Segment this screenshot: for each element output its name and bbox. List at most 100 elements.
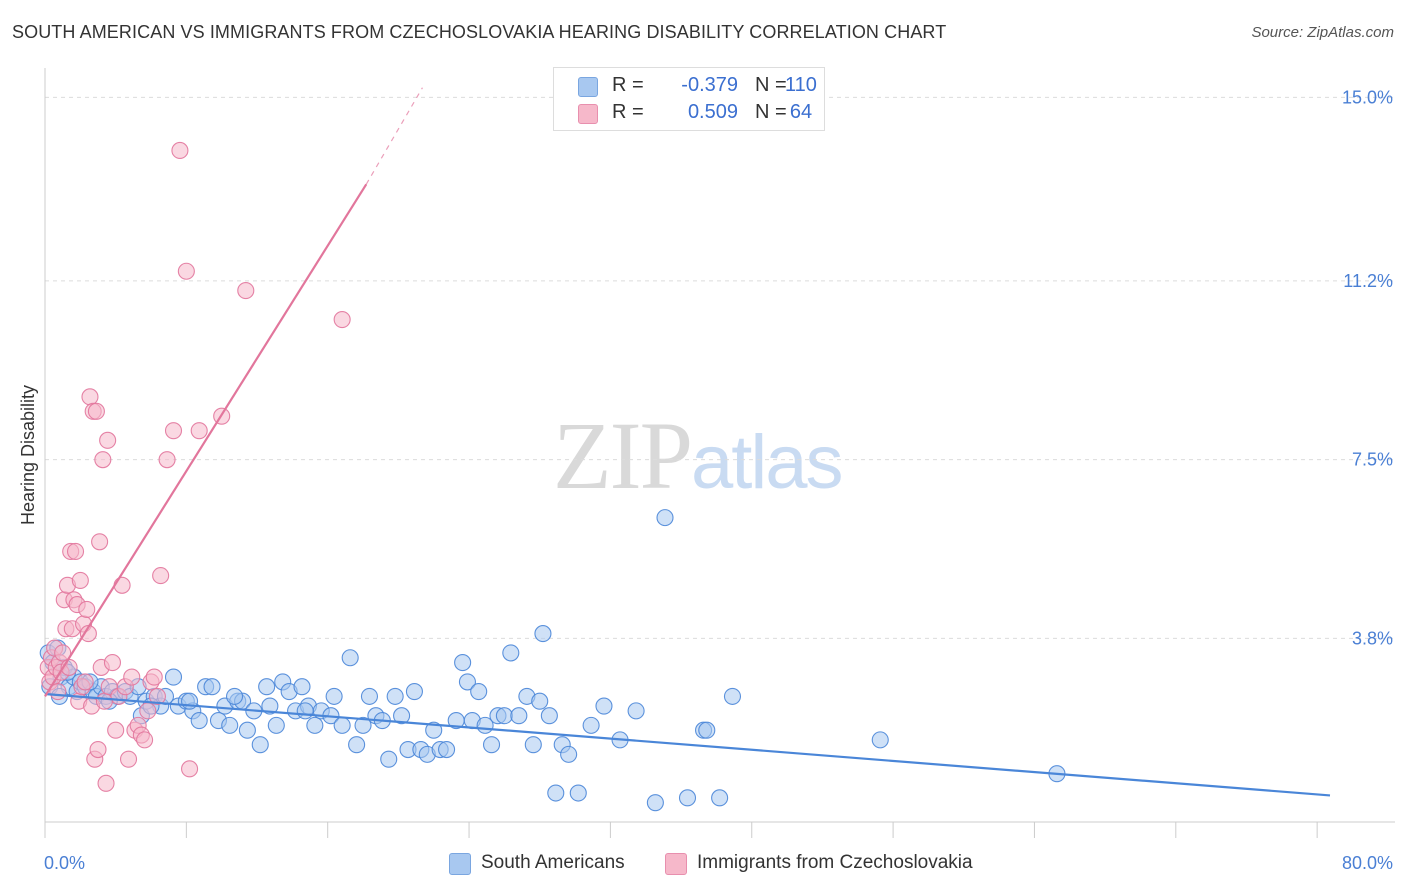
point-south-americans: [348, 736, 366, 754]
legend-n-value: 64: [789, 101, 813, 123]
point-south-americans: [267, 716, 285, 734]
point-czechoslovakia: [81, 388, 99, 406]
point-czechoslovakia: [94, 451, 112, 469]
watermark: ZIPatlas: [553, 400, 844, 511]
point-czechoslovakia: [107, 721, 125, 739]
point-south-americans: [510, 707, 528, 725]
point-czechoslovakia: [136, 731, 154, 749]
point-south-americans: [354, 716, 372, 734]
point-czechoslovakia: [171, 141, 189, 160]
point-south-americans: [438, 740, 456, 759]
point-czechoslovakia: [164, 422, 183, 440]
point-south-americans: [582, 716, 600, 734]
point-south-americans: [678, 789, 697, 807]
point-south-americans: [482, 736, 501, 754]
point-south-americans: [225, 687, 244, 705]
point-south-americans: [871, 731, 889, 749]
watermark-zip: ZIP: [553, 402, 693, 509]
chart-title: SOUTH AMERICAN VS IMMIGRANTS FROM CZECHO…: [12, 22, 947, 42]
point-south-americans: [711, 789, 729, 807]
point-south-americans: [646, 794, 664, 812]
point-czechoslovakia: [139, 702, 157, 720]
x-tick-label: 80.0%: [1342, 853, 1393, 873]
point-south-americans: [203, 678, 221, 696]
point-south-americans: [164, 668, 183, 686]
point-czechoslovakia: [113, 576, 131, 594]
legend-r-label: R =: [612, 101, 644, 123]
point-south-americans: [454, 654, 472, 672]
tick-labels: 15.0% 11.2% 7.5% 3.8% 0.0% 80.0%: [44, 87, 1393, 873]
point-south-americans: [595, 697, 613, 715]
point-czechoslovakia: [177, 262, 195, 280]
point-czechoslovakia: [97, 774, 115, 792]
legend-n-label: N =: [755, 74, 787, 96]
point-south-americans: [534, 625, 552, 643]
point-czechoslovakia: [71, 571, 89, 589]
point-czechoslovakia: [152, 567, 170, 585]
point-south-americans: [261, 697, 279, 715]
data-points: [39, 141, 1066, 812]
y-axis-title: Hearing Disability: [18, 385, 38, 525]
point-south-americans: [547, 784, 565, 802]
point-czechoslovakia: [190, 422, 208, 440]
legend-n-value: 110: [785, 74, 817, 96]
trend-line-south-americans: [44, 692, 1331, 797]
point-south-americans: [470, 683, 488, 701]
point-south-americans: [656, 509, 674, 527]
point-czechoslovakia: [66, 542, 85, 561]
point-czechoslovakia: [91, 533, 109, 551]
legend-r-value: -0.379: [681, 74, 738, 96]
point-south-americans: [405, 683, 423, 701]
bottom-legend-label: South Americans: [481, 852, 625, 873]
point-south-americans: [698, 721, 716, 739]
bottom-legend-swatch-pink: [665, 853, 687, 875]
point-czechoslovakia: [145, 668, 163, 686]
point-czechoslovakia: [87, 402, 105, 420]
point-south-americans: [386, 687, 404, 705]
legend-swatch-blue: [578, 77, 598, 97]
point-czechoslovakia: [78, 600, 96, 618]
point-south-americans: [360, 687, 379, 705]
point-south-americans: [502, 644, 520, 662]
bottom-legend-swatch-blue: [449, 853, 471, 875]
legend-r-value: 0.509: [687, 101, 738, 123]
point-czechoslovakia: [95, 692, 113, 710]
y-tick-label: 3.8%: [1352, 628, 1393, 648]
point-south-americans: [393, 707, 411, 725]
point-czechoslovakia: [123, 668, 141, 686]
point-czechoslovakia: [76, 673, 94, 691]
point-czechoslovakia: [89, 740, 107, 759]
point-south-americans: [325, 687, 343, 705]
legend-swatch-pink: [578, 104, 598, 124]
point-south-americans: [569, 784, 587, 802]
point-czechoslovakia: [148, 687, 166, 705]
point-south-americans: [380, 750, 398, 768]
point-south-americans: [560, 745, 578, 763]
point-czechoslovakia: [54, 644, 72, 662]
y-tick-label: 15.0%: [1342, 87, 1393, 107]
point-south-americans: [293, 678, 311, 696]
bottom-legend-label: Immigrants from Czechoslovakia: [697, 852, 973, 873]
watermark-atlas: atlas: [691, 420, 844, 505]
point-czechoslovakia: [158, 451, 176, 469]
point-south-americans: [296, 702, 314, 720]
grid-lines: [45, 96, 1395, 639]
y-tick-label: 7.5%: [1352, 450, 1393, 470]
point-south-americans: [251, 736, 269, 754]
point-south-americans: [333, 716, 351, 734]
point-south-americans: [221, 716, 239, 734]
point-south-americans: [495, 707, 513, 725]
point-south-americans: [425, 721, 443, 739]
point-south-americans: [531, 692, 549, 710]
point-czechoslovakia: [119, 750, 138, 768]
source-label: Source: ZipAtlas.com: [1251, 24, 1394, 41]
point-czechoslovakia: [237, 282, 255, 300]
x-tick-label: 0.0%: [44, 853, 85, 873]
point-czechoslovakia: [181, 760, 199, 778]
point-south-americans: [723, 687, 742, 705]
point-czechoslovakia: [103, 654, 122, 672]
legend-n-label: N =: [755, 101, 787, 123]
point-south-americans: [458, 673, 476, 691]
point-south-americans: [540, 707, 558, 725]
